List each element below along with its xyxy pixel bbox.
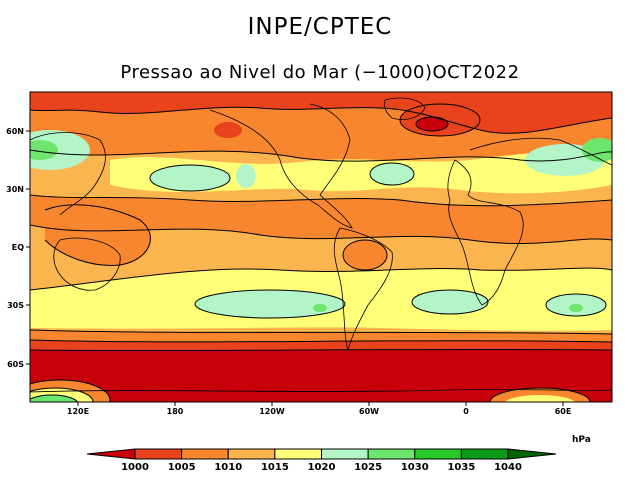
coast-asia (30, 132, 106, 216)
high-1030-indian (569, 304, 583, 312)
pressure-field (30, 92, 612, 402)
colorbar-segment (414, 448, 462, 460)
colorbar-level-label: 1025 (354, 462, 382, 473)
coast-africa-europe (447, 159, 524, 306)
colorbar-level-label: 1020 (308, 462, 336, 473)
colorbar-level-label: 1010 (214, 462, 242, 473)
colorbar-level-label: 1030 (401, 462, 429, 473)
high-1025-siberia (30, 130, 90, 170)
coast-south-america (333, 227, 393, 352)
coast-antarctica (30, 389, 612, 393)
band-1020-north (110, 148, 612, 194)
low-1000-icelandic (416, 117, 448, 131)
coast-eurasia (469, 137, 612, 166)
colorbar-level-label: 1000 (121, 462, 149, 473)
colorbar-segment (274, 448, 322, 460)
colorbar-under-triangle (86, 448, 136, 460)
band-1005-southern (30, 340, 612, 352)
high-1030-siberia (30, 140, 58, 160)
high-1025-azores (370, 163, 414, 185)
high-1030-pacific (313, 304, 327, 312)
axis-ticks (26, 130, 564, 406)
colorbar-segment (227, 448, 276, 460)
high-1025-s-atlantic (412, 290, 488, 314)
colorbar-segment (321, 448, 369, 460)
high-1025-n-central (236, 164, 256, 188)
colorbar-level-label: 1005 (168, 462, 196, 473)
lon-label-120e: 120E (67, 407, 89, 416)
colorbar-segment (460, 448, 509, 460)
low-1010-indonesia (45, 204, 151, 266)
lat-label-30s: 30S (7, 301, 24, 310)
coastlines (30, 97, 612, 393)
colorbar-segment (181, 448, 229, 460)
lat-label-eq: EQ (12, 243, 24, 252)
low-1010-south-america (343, 240, 387, 270)
coast-greenland (383, 97, 426, 120)
high-1025-east (582, 138, 612, 162)
low-1005-aleutian (214, 122, 242, 138)
high-antarctic-east-1020 (504, 395, 576, 402)
colorbar-level-label: 1035 (447, 462, 475, 473)
lon-label-120w: 120W (259, 407, 285, 416)
high-1025-s-pacific (195, 290, 345, 318)
lat-label-60s: 60S (7, 360, 24, 369)
lon-label-180: 180 (167, 407, 184, 416)
colorbar-level-label: 1040 (494, 462, 522, 473)
lat-label-30n: 30N (6, 185, 24, 194)
lon-labels: 120E 180 120W 60W 0 60E (67, 407, 571, 416)
agency-title: INPE/CPTEC (247, 14, 393, 40)
colorbar-level-label: 1015 (261, 462, 289, 473)
coast-north-america (209, 103, 353, 229)
colorbar-unit: hPa (572, 435, 591, 445)
lat-labels: 60N 30N EQ 30S 60S (6, 127, 24, 369)
colorbar-segment (134, 448, 183, 460)
coast-australia (53, 237, 121, 291)
lon-label-60e: 60E (555, 407, 572, 416)
lon-label-0: 0 (463, 407, 469, 416)
colorbar: 1000 1005 1010 1015 1020 1025 1030 1035 1040 (86, 448, 557, 473)
colorbar-over-triangle (507, 448, 557, 460)
lon-label-60w: 60W (359, 407, 379, 416)
lat-label-60n: 60N (6, 127, 24, 136)
colorbar-segment (367, 448, 416, 460)
high-1025-n-pacific (150, 165, 230, 191)
map-title: Pressao ao Nivel do Mar (−1000)OCT2022 (120, 62, 520, 83)
